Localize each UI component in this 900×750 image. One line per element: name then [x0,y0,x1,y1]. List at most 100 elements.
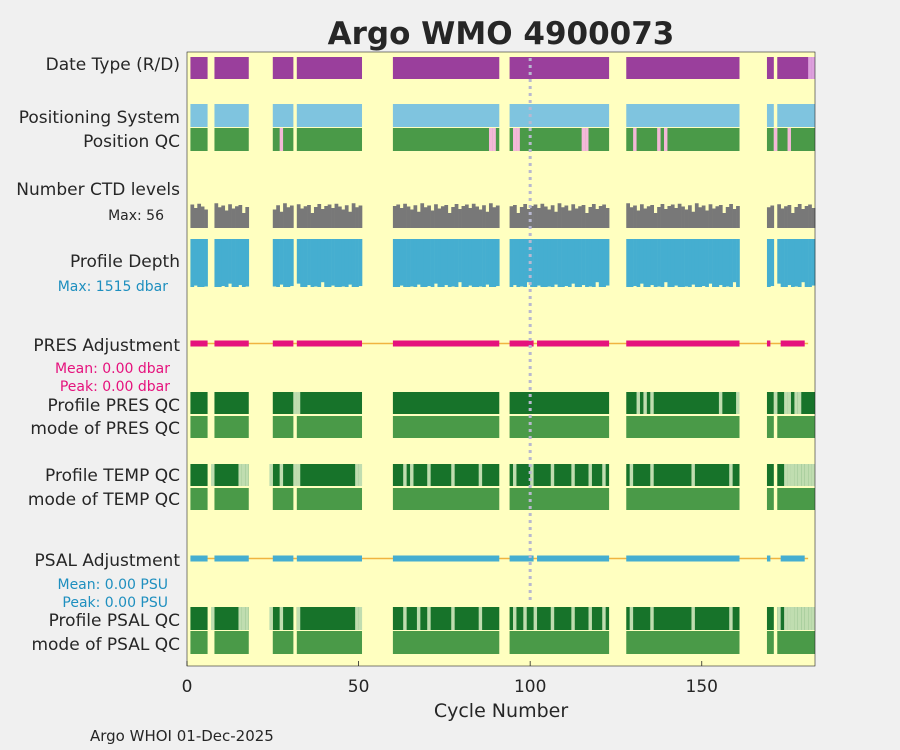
date-type-row-bar [766,57,774,79]
ctd-level-bar [564,205,569,228]
pres-mode-row-bar [392,416,500,438]
pres-adjustment-row-bar [537,340,610,347]
profile-depth-bar [403,239,407,287]
profile-depth-bar [217,239,222,287]
psal-mode-row-bar [296,631,363,654]
psal-adjustment-row-bar [392,555,500,562]
ctd-level-bar [214,203,219,228]
ctd-level-bar [681,206,685,228]
ctd-level-bar [461,206,466,228]
ctd-level-bar [289,205,294,228]
ctd-level-bar [430,210,435,228]
ctd-level-bar [495,205,500,228]
position-qc-pink [279,128,791,151]
temp-qc-light-cell [629,464,634,486]
profile-depth-bar [410,239,414,287]
ctd-level-bar [478,209,483,228]
ctd-level-bar [574,208,579,228]
profile-depth-bar [770,239,775,287]
ctd-level-bar [337,206,342,228]
ctd-level-bar [530,206,534,228]
temp-mode-row-bar [392,488,500,510]
temp-qc-light-cell [784,464,788,486]
profile-depth-bar [358,239,363,287]
ctd-level-bar [464,204,469,228]
profile-depth-bar [475,239,479,287]
temp-qc-light-cell [241,464,246,486]
psal-mode-row-bar [190,631,208,654]
profile-depth-bar [681,239,685,287]
psal-qc-light [211,607,815,630]
ctd-level-bar [777,204,781,228]
ctd-level-bar [434,204,438,228]
profile-depth-bar [660,239,665,287]
profile-depth-bar [653,239,658,287]
psal-qc-light-cell [571,607,575,630]
ctd-level-bar [303,206,308,228]
profile-depth-bar [341,239,346,287]
profile-depth-bar [643,239,648,287]
pres-qc-light-cell [636,392,640,414]
pres-qc-row-bar [766,392,774,414]
ctd-level-bar [718,205,723,228]
ctd-level-bar [650,205,655,228]
temp-mode-row-bar [214,488,249,510]
profile-depth-bar [416,239,421,285]
profile-depth-bar [396,239,401,287]
positioning-row-bar [392,104,500,127]
psal-qc-light-cell [211,607,215,630]
pres-mode-row-bar [626,416,740,438]
profile-depth-bar [602,239,606,287]
temp-qc-light-cell [794,464,798,486]
ctd-level-bar [344,205,349,228]
position-qc-pink-cell [773,128,778,151]
temp-qc-row-bar [296,464,363,486]
positioning-row-bar [190,104,208,127]
psal-adjustment-row-bar [780,555,805,562]
temp-qc-light-cell [269,464,273,486]
ctd-level-bar [794,207,799,228]
profile-depth-bar [766,239,771,287]
ctd-level-bar [557,203,562,228]
psal-qc-row-bar [190,607,208,630]
psal-qc-light-cell [691,607,695,630]
profile-depth-bar [701,239,706,287]
profile-depth-bar [564,239,569,287]
psal-qc-light-cell [358,607,363,630]
position-qc-pink-cell [279,128,284,151]
psal-qc-light-cell [790,607,795,630]
pres-adjustment-row-bar [766,340,771,347]
profile-depth-bar [650,239,655,286]
depth-max-label: Max: 1515 dbar [58,279,169,295]
ctd-level-bar [406,206,411,228]
temp-qc-light-cell [358,464,363,486]
chart-bars [190,57,816,654]
profile-depth-bar [537,239,541,286]
positioning-row-bar [214,104,249,127]
row-label-profile-psal-qc: Profile PSAL QC [49,611,180,631]
psal-mode-row-bar [626,631,740,654]
temp-qc-light-cell [801,464,805,486]
profile-depth-bar [337,239,342,287]
ctd-level-bar [578,206,582,228]
x-tick-label: 150 [686,677,718,697]
profile-depth-bar [307,239,311,286]
ctd-level-bar [451,207,455,228]
psal-qc-light-cell [241,607,246,630]
temp-qc-light [211,464,815,486]
pres-peak-label: Peak: 0.00 dbar [60,379,170,395]
ctd-level-bar [513,205,517,228]
position-qc-pink-cell [513,128,517,151]
ctd-level-bar [598,206,603,228]
pres-qc-light-cell [650,392,654,414]
ctd-level-bar [488,203,493,228]
temp-qc-row-bar [392,464,500,486]
ctd-level-bar [204,209,208,228]
date-type-last-cell [808,57,812,79]
profile-depth-bar [705,239,709,287]
ctd-level-bar [571,204,576,228]
psal-qc-light-cell [777,607,781,630]
profile-depth-bar [519,239,524,287]
psal-mean-label: Mean: 0.00 PSU [57,577,168,593]
profile-depth-bar [664,239,668,283]
